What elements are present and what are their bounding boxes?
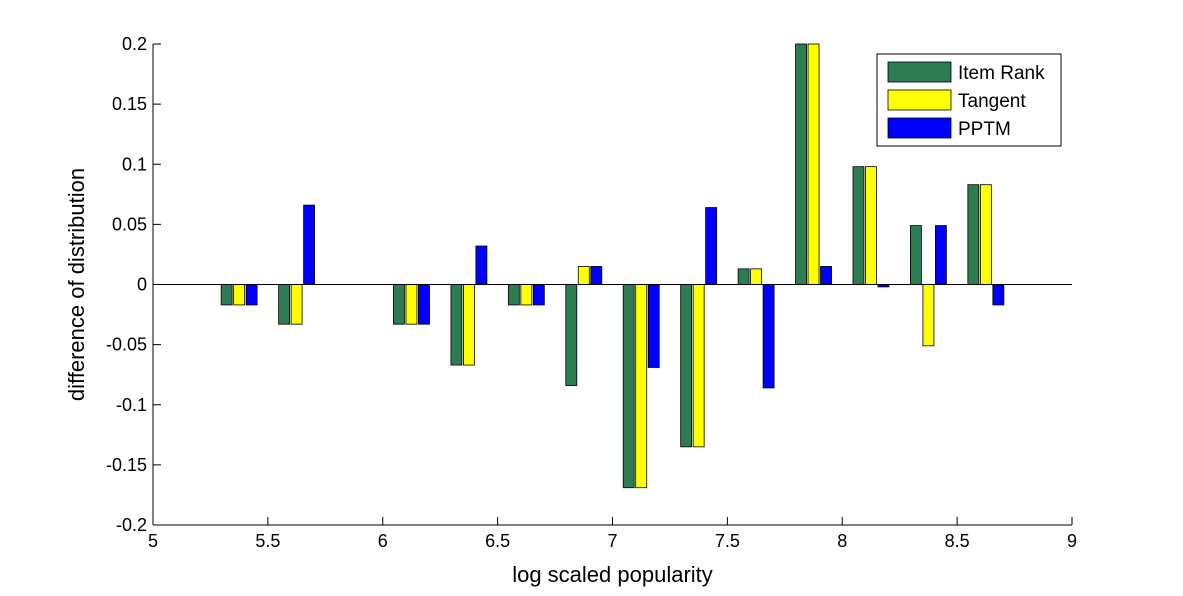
bar-pptm-12 <box>992 284 1005 306</box>
y-tick-label: 0.15 <box>112 94 147 114</box>
bar-tangent-4 <box>520 284 533 306</box>
x-tick-label: 8 <box>837 531 847 551</box>
legend: Item Rank Tangent PPTM <box>876 53 1062 147</box>
bar-item-rank-1 <box>278 284 290 325</box>
legend-swatch-tangent <box>887 89 952 111</box>
bar-pptm-9 <box>820 266 832 285</box>
bar-item-rank-11 <box>910 225 922 285</box>
bar-tangent-2 <box>405 284 418 325</box>
x-tick-label: 8.5 <box>945 531 970 551</box>
legend-swatch-pptm <box>887 117 952 139</box>
y-axis-label: difference of distribution <box>64 168 89 401</box>
legend-label-tangent: Tangent <box>958 91 1026 112</box>
x-tick-label: 6.5 <box>485 531 510 551</box>
bar-item-rank-5 <box>565 284 578 386</box>
y-tick-label: -0.15 <box>106 455 147 475</box>
bar-tangent-9 <box>807 43 820 285</box>
bar-tangent-0 <box>233 284 246 306</box>
y-tick-label: -0.05 <box>106 335 147 355</box>
bar-tangent-6 <box>635 284 648 489</box>
y-tick-label: 0.05 <box>112 214 147 234</box>
bar-item-rank-3 <box>450 284 463 366</box>
bar-tangent-8 <box>750 268 762 285</box>
bar-tangent-1 <box>290 284 303 325</box>
bar-item-rank-8 <box>737 268 750 285</box>
bar-pptm-5 <box>590 266 603 285</box>
bar-tangent-11 <box>922 284 935 347</box>
bar-item-rank-9 <box>795 43 807 285</box>
bar-pptm-7 <box>705 207 718 285</box>
legend-label-pptm: PPTM <box>958 119 1011 140</box>
x-tick-label: 7.5 <box>715 531 740 551</box>
x-tick-label: 7 <box>607 531 617 551</box>
x-tick-label: 6 <box>378 531 388 551</box>
x-tick-label: 5 <box>148 531 158 551</box>
bar-item-rank-6 <box>622 284 635 489</box>
y-tick-label: 0.1 <box>122 154 147 174</box>
bar-item-rank-10 <box>852 166 865 285</box>
x-axis-label: log scaled popularity <box>512 562 713 587</box>
x-tick-label: 9 <box>1067 531 1077 551</box>
y-tick-label: -0.2 <box>116 515 147 535</box>
bar-item-rank-12 <box>967 184 980 285</box>
bar-pptm-6 <box>647 284 660 368</box>
bar-item-rank-0 <box>220 284 233 306</box>
y-tick-label: 0.2 <box>122 34 147 54</box>
bar-item-rank-4 <box>507 284 520 306</box>
x-tick-label: 5.5 <box>255 531 280 551</box>
bar-tangent-7 <box>692 284 705 448</box>
y-tick-label: 0 <box>137 275 147 295</box>
bar-pptm-1 <box>303 204 315 285</box>
bar-item-rank-2 <box>393 284 405 325</box>
bar-pptm-0 <box>245 284 258 306</box>
y-tick-label: -0.1 <box>116 395 147 415</box>
bar-tangent-3 <box>463 284 475 366</box>
bar-pptm-4 <box>532 284 545 306</box>
bar-tangent-12 <box>979 184 992 285</box>
bar-pptm-8 <box>762 284 775 389</box>
bar-tangent-5 <box>577 266 590 285</box>
bar-pptm-3 <box>475 245 488 285</box>
legend-label-item-rank: Item Rank <box>958 63 1045 84</box>
legend-swatch-item-rank <box>887 61 952 83</box>
bar-pptm-11 <box>935 225 947 285</box>
bar-tangent-10 <box>865 166 877 285</box>
bar-pptm-2 <box>418 284 430 325</box>
bar-item-rank-7 <box>680 284 693 448</box>
